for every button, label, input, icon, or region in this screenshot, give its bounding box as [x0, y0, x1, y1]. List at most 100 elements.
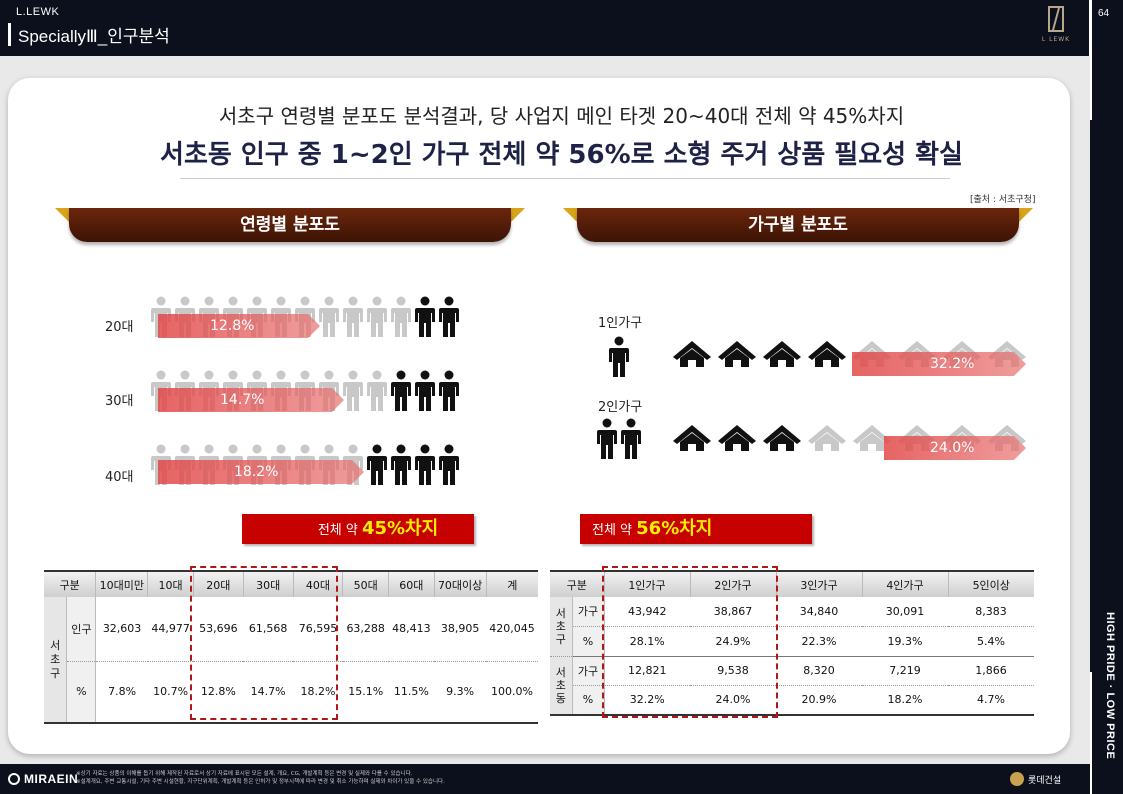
side-divider [1089, 0, 1092, 120]
table-cell: 38,867 [690, 597, 776, 627]
lotte-icon [1010, 772, 1024, 786]
row-label-cell: 인구 [66, 597, 97, 662]
table-cell: 1,866 [948, 656, 1034, 686]
age-panel-title: 연령별 분포도 [69, 208, 511, 242]
lotte-logo: 롯데건설 [1010, 772, 1061, 786]
house-icon [807, 340, 847, 368]
house-icon [717, 340, 757, 368]
household-panel-title: 가구별 분포도 [577, 208, 1019, 242]
row-label-cell: 가구 [572, 597, 605, 627]
divider [180, 178, 950, 179]
table-row: 서초구 가구 43,942 38,867 34,840 30,091 8,383 [550, 597, 1034, 657]
person-icon [366, 296, 388, 338]
house-icon [672, 424, 712, 452]
table-header-cell: 10대미만 [95, 571, 149, 597]
person-icon [342, 370, 364, 412]
table-header-cell: 4인가구 [862, 571, 949, 597]
table-cell: 5.4% [948, 626, 1034, 657]
table-header-cell: 1인가구 [604, 571, 691, 597]
table-cell: 7,219 [862, 656, 948, 686]
household-row-label: 2인가구 [598, 400, 643, 415]
table-row: % 7.8% 10.7% 12.8% 14.7% 18.2% 15.1% 11.… [44, 661, 538, 723]
table-cell: 7.8% [108, 685, 137, 699]
table-cell: 10.7% [153, 685, 189, 699]
house-icon [672, 340, 712, 368]
table-header-cell: 구분 [44, 571, 97, 597]
miraein-logo: MIRAEIN [8, 772, 78, 786]
person-icon [620, 418, 642, 460]
table-cell: 14.7% [250, 685, 286, 699]
row-label-cell: % [572, 685, 605, 715]
table-row: 서초동 가구 12,821 9,538 8,320 7,219 1,866 [550, 656, 1034, 715]
table-row: % 32.2% 24.0% 20.9% 18.2% 4.7% [550, 685, 1034, 715]
table-cell: 12,821 [604, 656, 690, 686]
table-header-cell: 40대 [293, 571, 344, 597]
table-header-cell: 5인이상 [948, 571, 1034, 597]
table-cell: 11.5% [393, 685, 429, 699]
side-tagline: HIGH PRIDE · LOW PRICE [1104, 612, 1116, 760]
table-cell: 44,977 [147, 597, 194, 662]
household-table: 구분 1인가구 2인가구 3인가구 4인가구 5인이상 서초구 가구 43,94… [550, 570, 1034, 716]
row-label-cell: % [66, 661, 97, 723]
table-cell: 24.0% [715, 693, 751, 707]
table-header-row: 구분 10대미만 10대 20대 30대 40대 50대 60대 70대이상 계 [44, 571, 538, 597]
age-row-label: 20대 [105, 320, 134, 335]
age-row-label: 40대 [105, 470, 134, 485]
row-label-cell: % [572, 626, 605, 657]
table-row: 서초구 인구 32,603 44,977 53,696 61,568 76,59… [44, 597, 538, 724]
page-number: 64 [1098, 8, 1110, 19]
person-icon [414, 444, 436, 486]
header-accent-bar [8, 23, 11, 46]
table-cell: 76,595 [293, 597, 343, 662]
table-header-cell: 계 [486, 571, 538, 597]
person-icon [390, 370, 412, 412]
person-icon [366, 444, 388, 486]
side-strip [1090, 0, 1123, 794]
house-icon [807, 424, 847, 452]
table-cell: 18.2% [887, 693, 923, 707]
table-cell: 19.3% [862, 626, 948, 657]
table-cell: 15.1% [348, 685, 384, 699]
age-panel-banner: 연령별 분포도 [55, 208, 525, 244]
llewk-logo-icon: L LEWK [1036, 6, 1076, 50]
table-header-cell: 구분 [550, 571, 605, 597]
region-cell: 서초구 [44, 597, 68, 724]
source-note: [출처 : 서초구청] [970, 195, 1036, 205]
table-row: % 28.1% 24.9% 22.3% 19.3% 5.4% [550, 626, 1034, 657]
table-cell: 8,383 [948, 597, 1034, 627]
brand-name: L.LEWK [16, 6, 60, 18]
household-percent-bar: 32.2% [852, 352, 1026, 376]
table-cell: 20.9% [801, 693, 837, 707]
table-header-cell: 3인가구 [776, 571, 863, 597]
age-population-table: 구분 10대미만 10대 20대 30대 40대 50대 60대 70대이상 계… [44, 570, 538, 724]
table-cell: 8,320 [776, 656, 862, 686]
house-icon [762, 424, 802, 452]
person-icon [414, 370, 436, 412]
footer: MIRAEIN ※상기 자료는 상품의 이해를 돕기 위해 제작된 자료로서 상… [0, 764, 1090, 794]
age-total-badge: 전체 약 45%차지 [242, 514, 474, 544]
table-cell: 43,942 [604, 597, 690, 627]
section-title: SpeciallyⅢ_인구분석 [18, 27, 170, 46]
header: L.LEWK SpeciallyⅢ_인구분석 L LEWK [0, 0, 1090, 56]
table-cell: 24.9% [690, 626, 776, 657]
household-total-badge: 전체 약 56%차지 [580, 514, 812, 544]
table-cell: 100.0% [491, 685, 533, 699]
table-cell: 9.3% [446, 685, 475, 699]
house-icon [762, 340, 802, 368]
disclaimer: ※상기 자료는 상품의 이해를 돕기 위해 제작된 자료로서 상기 자료에 표시… [76, 771, 445, 785]
household-row-label: 1인가구 [598, 316, 643, 331]
table-cell: 32.2% [629, 693, 665, 707]
house-icon [852, 424, 892, 452]
person-icon [390, 296, 412, 338]
table-cell: 22.3% [776, 626, 862, 657]
table-header-row: 구분 1인가구 2인가구 3인가구 4인가구 5인이상 [550, 571, 1034, 597]
person-icon [596, 418, 618, 460]
person-icon [366, 370, 388, 412]
region-cell: 서초동 [550, 656, 573, 715]
table-cell: 63,288 [342, 597, 389, 662]
table-header-cell: 2인가구 [690, 571, 777, 597]
table-cell: 53,696 [193, 597, 244, 662]
table-cell: 12.8% [200, 685, 236, 699]
table-cell: 4.7% [977, 693, 1005, 707]
table-cell: 18.2% [300, 685, 336, 699]
